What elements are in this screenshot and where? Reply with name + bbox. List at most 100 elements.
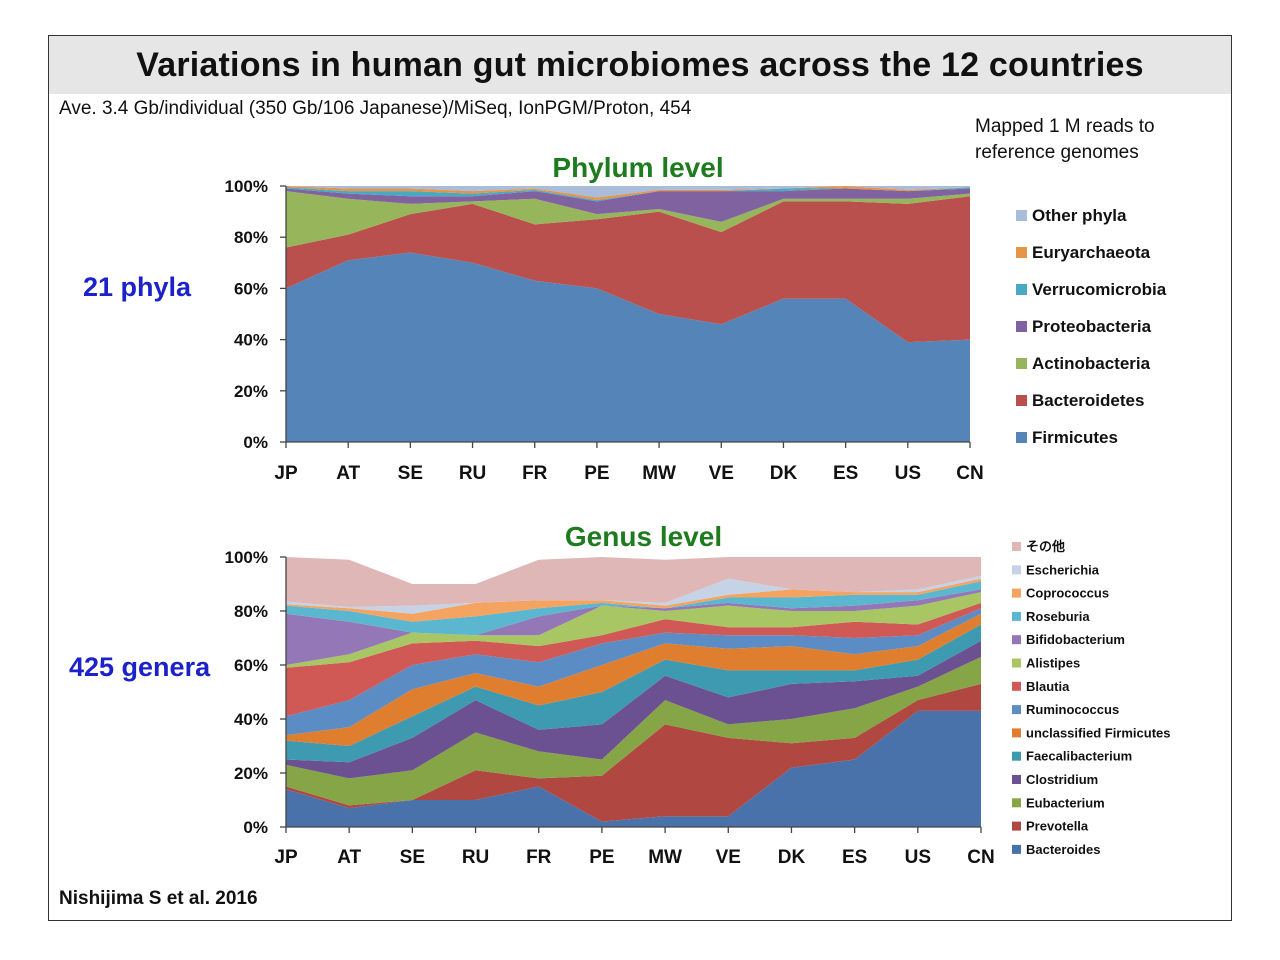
legend-label-firmicutes: Firmicutes bbox=[1032, 428, 1118, 447]
x-tick-label-pe: PE bbox=[589, 847, 614, 868]
area-roseburia bbox=[286, 581, 981, 636]
mapping-note: Mapped 1 M reads to reference genomes bbox=[975, 116, 1155, 163]
legend-label-ruminococcus: Ruminococcus bbox=[1026, 702, 1119, 717]
legend-label-proteobacteria: Proteobacteria bbox=[1032, 317, 1152, 336]
area-escherichia bbox=[286, 575, 981, 614]
legend-label-bacteroides: Bacteroides bbox=[1026, 842, 1100, 857]
y-tick-label: 60% bbox=[234, 279, 268, 298]
legend-swatch-proteobacteria bbox=[1016, 321, 1027, 332]
x-tick-label-pe: PE bbox=[584, 463, 609, 484]
legend-label-actinobacteria: Actinobacteria bbox=[1032, 354, 1151, 373]
legend-label-coprococcus: Coprococcus bbox=[1026, 586, 1109, 601]
x-tick-label-cn: CN bbox=[956, 463, 983, 484]
legend-swatch-escherichia bbox=[1012, 565, 1021, 575]
chart-title: Phylum level bbox=[552, 152, 723, 183]
y-tick-label: 60% bbox=[234, 656, 268, 675]
legend-label-euryarchaeota: Euryarchaeota bbox=[1032, 243, 1151, 262]
area-verrucomicrobia bbox=[286, 187, 970, 202]
x-tick-label-jp: JP bbox=[274, 463, 298, 484]
legend-label-blautia: Blautia bbox=[1026, 679, 1070, 694]
x-tick-label-se: SE bbox=[400, 847, 425, 868]
legend-label-verrucomicrobia: Verrucomicrobia bbox=[1032, 280, 1167, 299]
y-tick-label: 0% bbox=[243, 818, 268, 837]
x-tick-label-ve: VE bbox=[709, 463, 734, 484]
chart-title: Genus level bbox=[565, 521, 722, 552]
area-eubacterium bbox=[286, 656, 981, 806]
legend-label-roseburia: Roseburia bbox=[1026, 609, 1090, 624]
y-tick-label: 100% bbox=[225, 548, 268, 567]
x-tick-label-se: SE bbox=[398, 463, 423, 484]
area-blautia bbox=[286, 602, 981, 717]
x-tick-label-ve: VE bbox=[716, 847, 741, 868]
legend-swatch-verrucomicrobia bbox=[1016, 284, 1027, 295]
x-tick-label-es: ES bbox=[833, 463, 858, 484]
x-tick-label-us: US bbox=[905, 847, 931, 868]
area-bacteroidetes bbox=[286, 196, 970, 343]
x-tick-label-mw: MW bbox=[642, 463, 676, 484]
y-tick-label: 40% bbox=[234, 710, 268, 729]
legend-swatch-euryarchaeota bbox=[1016, 247, 1027, 258]
x-tick-label-at: AT bbox=[336, 463, 360, 484]
x-tick-label-es: ES bbox=[842, 847, 867, 868]
area-unclassified-firmicutes bbox=[286, 613, 981, 746]
genus-count-label: 425 genera bbox=[69, 652, 211, 682]
legend-swatch-ruminococcus bbox=[1012, 705, 1021, 715]
x-tick-label-ru: RU bbox=[462, 847, 489, 868]
legend-swatch-prevotella bbox=[1012, 821, 1021, 831]
phylum-count-label: 21 phyla bbox=[83, 272, 192, 302]
slide-subtitle: Ave. 3.4 Gb/individual (350 Gb/106 Japan… bbox=[59, 98, 692, 119]
y-tick-label: 80% bbox=[234, 602, 268, 621]
legend-swatch-bacteroides bbox=[1012, 844, 1021, 854]
legend-swatch-coprococcus bbox=[1012, 588, 1021, 598]
legend-swatch-bacteroidetes bbox=[1016, 395, 1027, 406]
x-tick-label-at: AT bbox=[337, 847, 361, 868]
legend-label-bifidobacterium: Bifidobacterium bbox=[1026, 632, 1125, 647]
legend-label-other-phyla: Other phyla bbox=[1032, 206, 1127, 225]
area-bacteroides bbox=[286, 710, 981, 827]
x-tick-label-us: US bbox=[895, 463, 921, 484]
legend-swatch-alistipes bbox=[1012, 658, 1021, 668]
chart-phylum-level: 0% 20% 40% 60% 80% 100% JP AT SE RU FR PE MW VE DK ES US… bbox=[225, 152, 1167, 484]
x-tick-label-jp: JP bbox=[274, 847, 298, 868]
x-tick-label-dk: DK bbox=[778, 847, 806, 868]
area-proteobacteria bbox=[286, 188, 970, 222]
area-prevotella bbox=[286, 683, 981, 822]
legend-label-alistipes: Alistipes bbox=[1026, 656, 1080, 671]
x-tick-label-fr: FR bbox=[526, 847, 552, 868]
chart-genus-level: 0% 20% 40% 60% 80% 100% JP AT SE RU FR PE MW VE DK ES US… bbox=[225, 521, 1171, 868]
citation: Nishijima S et al. 2016 bbox=[59, 888, 258, 909]
legend-label-faecalibacterium: Faecalibacterium bbox=[1026, 749, 1132, 764]
area-その他 bbox=[286, 557, 981, 607]
y-tick-label: 20% bbox=[234, 764, 268, 783]
y-tick-label: 40% bbox=[234, 331, 268, 350]
y-tick-label: 80% bbox=[234, 228, 268, 247]
legend-label-escherichia: Escherichia bbox=[1026, 562, 1100, 577]
area-firmicutes bbox=[286, 252, 970, 442]
legend-swatch-blautia bbox=[1012, 681, 1021, 691]
x-tick-label-ru: RU bbox=[459, 463, 486, 484]
x-tick-label-mw: MW bbox=[648, 847, 682, 868]
area-coprococcus bbox=[286, 578, 981, 622]
area-clostridium bbox=[286, 640, 981, 779]
y-tick-label: 100% bbox=[225, 177, 268, 196]
legend-label-bacteroidetes: Bacteroidetes bbox=[1032, 391, 1144, 410]
legend-swatch-faecalibacterium bbox=[1012, 751, 1021, 761]
legend-swatch-firmicutes bbox=[1016, 432, 1027, 443]
legend-swatch-eubacterium bbox=[1012, 798, 1021, 808]
area-ruminococcus bbox=[286, 608, 981, 736]
legend-label-clostridium: Clostridium bbox=[1026, 772, 1098, 787]
area-actinobacteria bbox=[286, 191, 970, 248]
area-bifidobacterium bbox=[286, 589, 981, 665]
x-tick-label-dk: DK bbox=[770, 463, 798, 484]
legend-swatch-clostridium bbox=[1012, 775, 1021, 784]
legend-swatch-other-phyla bbox=[1016, 210, 1027, 221]
legend-swatch-roseburia bbox=[1012, 611, 1021, 621]
title-bar: Variations in human gut microbiomes acro… bbox=[49, 36, 1231, 94]
legend-swatch-bifidobacterium bbox=[1012, 635, 1021, 645]
legend-swatch-その他 bbox=[1012, 542, 1021, 551]
x-tick-label-cn: CN bbox=[967, 847, 994, 868]
legend-label-unclassified-firmicutes: unclassified Firmicutes bbox=[1026, 725, 1171, 740]
legend-label-eubacterium: Eubacterium bbox=[1026, 795, 1105, 810]
legend-swatch-actinobacteria bbox=[1016, 358, 1027, 369]
